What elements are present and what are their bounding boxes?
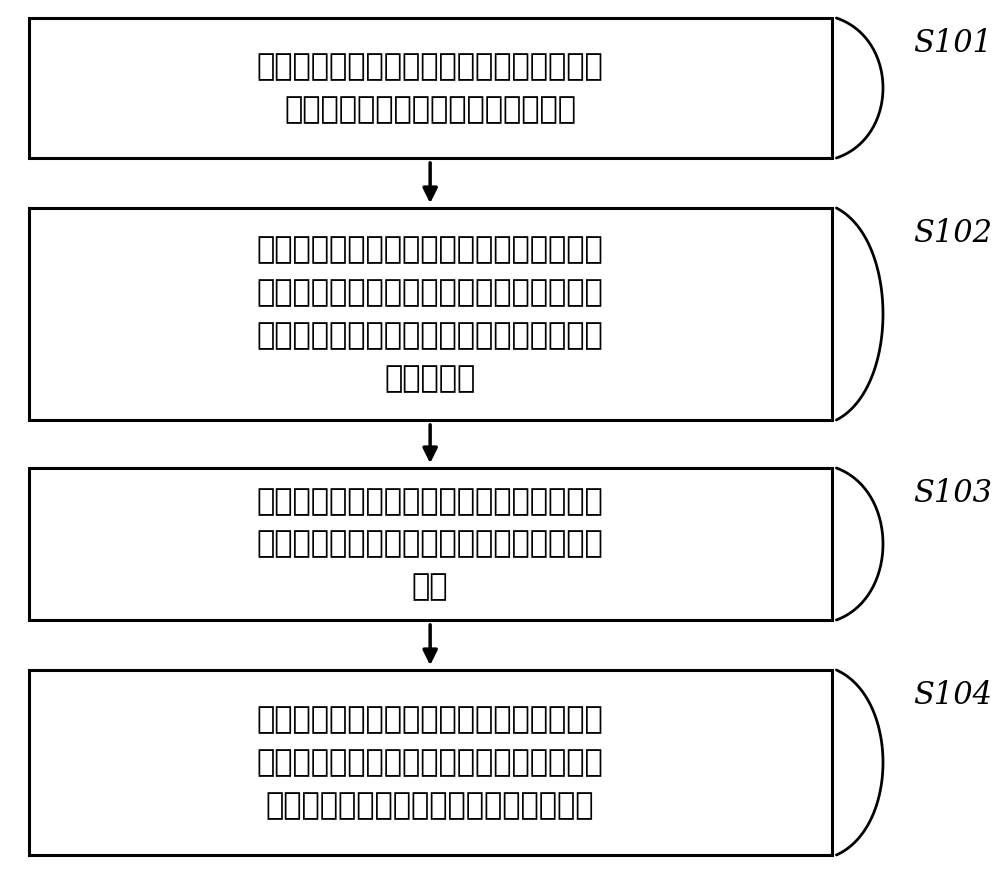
Text: 根据所述预选区域和所述时间窗口对应的冷
空外定标卫星实际运行轨道，计算标准天线
温度: 根据所述预选区域和所述时间窗口对应的冷 空外定标卫星实际运行轨道，计算标准天线 … [257, 487, 604, 601]
Text: 根据星载盐度计的天线背瓣视场内的陆地比
重，确定适于冷空外定标的预选区域: 根据星载盐度计的天线背瓣视场内的陆地比 重，确定适于冷空外定标的预选区域 [257, 52, 604, 124]
Text: 根据所述星载盐度计的天线主瓣对应的预设
观测数据，确定适于冷空外定标的时间窗口
；所述观测数据包括：太空辐射、太阳辐射
和月亮辐射: 根据所述星载盐度计的天线主瓣对应的预设 观测数据，确定适于冷空外定标的时间窗口 … [257, 235, 604, 392]
Text: S102: S102 [913, 218, 992, 249]
Bar [29, 18, 832, 158]
Text: S104: S104 [913, 680, 992, 711]
Text: S101: S101 [913, 28, 992, 59]
Bar [29, 468, 832, 620]
Text: 对所述标准天线温度和所述星载盐度计的实
测天线温度进行统计处理，得到用于校正所
述盐度计观测亮温偏差的冷空外定标系数: 对所述标准天线温度和所述星载盐度计的实 测天线温度进行统计处理，得到用于校正所 … [257, 705, 604, 820]
Bar [29, 670, 832, 855]
Text: S103: S103 [913, 478, 992, 509]
Bar [29, 208, 832, 420]
